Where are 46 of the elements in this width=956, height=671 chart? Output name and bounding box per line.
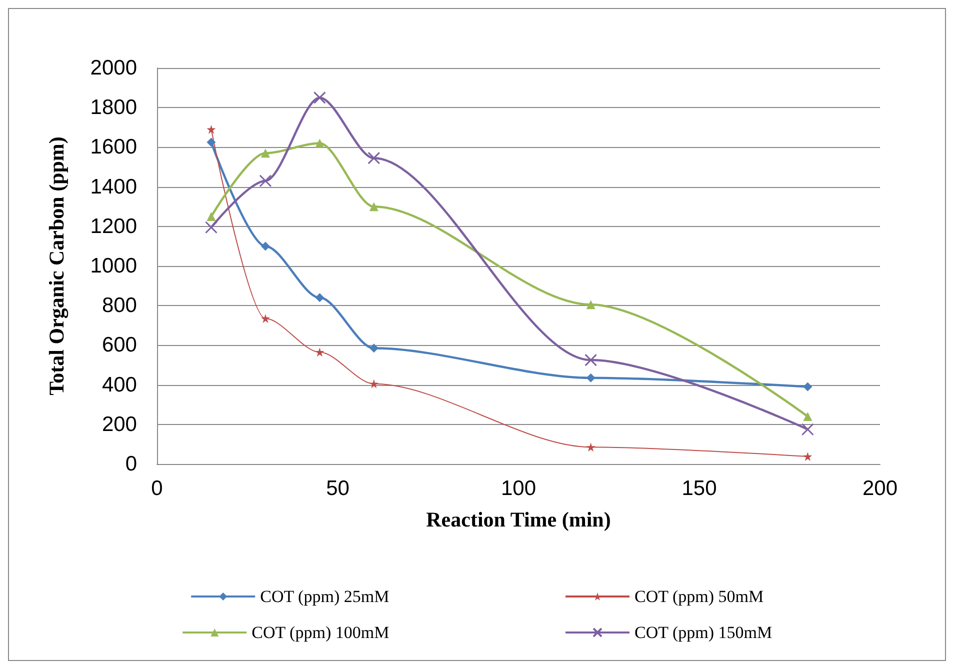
point (260, 314, 270, 323)
legend-label: COT (ppm) 150mM (634, 623, 772, 642)
point (204, 221, 218, 234)
point (315, 138, 324, 148)
y-tick-label: 800 (102, 294, 137, 318)
point (313, 91, 326, 104)
x-tick-label: 200 (862, 477, 898, 500)
legend-label: COT (ppm) 50mM (634, 587, 764, 606)
x-tick-label: 150 (682, 477, 717, 500)
y-tick-label: 1000 (90, 254, 137, 278)
point (260, 242, 270, 251)
y-tick-label: 0 (125, 452, 137, 476)
point (206, 212, 216, 221)
y-tick-label: 600 (102, 334, 137, 357)
point (803, 412, 812, 421)
y-tick-label: 1600 (90, 136, 137, 159)
point (315, 293, 324, 302)
y-tick-label: 2000 (90, 56, 137, 80)
point (803, 382, 812, 392)
x-axis-title: Reaction Time (min) (426, 508, 611, 532)
point (368, 152, 380, 164)
y-tick-label: 1800 (90, 96, 137, 120)
point (259, 174, 272, 188)
point (586, 442, 596, 452)
point (586, 300, 596, 310)
x-tick-label: 50 (326, 477, 350, 500)
legend-label: COT (ppm) 100mM (252, 623, 390, 642)
y-tick-label: 1200 (90, 214, 137, 238)
point (369, 202, 378, 212)
point (586, 373, 596, 382)
point (315, 348, 324, 357)
x-tick-label: 100 (500, 477, 536, 500)
point (260, 148, 270, 158)
x-tick-label: 0 (151, 477, 163, 500)
point (369, 344, 378, 353)
point (369, 379, 378, 388)
y-tick-label: 200 (102, 412, 137, 436)
point (206, 124, 216, 134)
y-tick-label: 1400 (90, 175, 137, 198)
point (206, 138, 216, 147)
point (803, 452, 812, 461)
y-axis-title: Total Organic Carbon (ppm) (44, 136, 68, 396)
point (801, 423, 814, 436)
y-tick-label: 400 (102, 373, 137, 396)
legend-label: COT (ppm) 25mM (260, 587, 390, 606)
point (584, 354, 598, 366)
